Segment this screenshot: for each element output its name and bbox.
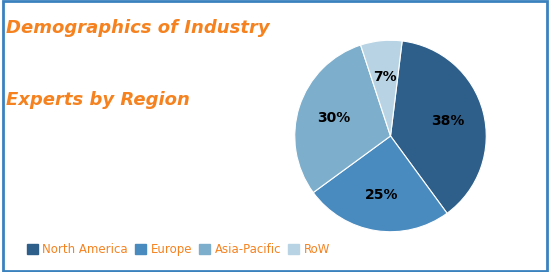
Wedge shape: [361, 40, 402, 136]
Legend: North America, Europe, Asia-Pacific, RoW: North America, Europe, Asia-Pacific, RoW: [23, 238, 334, 261]
Text: Demographics of Industry: Demographics of Industry: [6, 19, 269, 37]
Wedge shape: [295, 45, 390, 193]
Wedge shape: [314, 136, 447, 232]
Text: 25%: 25%: [365, 188, 398, 202]
Text: Experts by Region: Experts by Region: [6, 91, 189, 109]
Wedge shape: [390, 41, 486, 213]
Text: 38%: 38%: [431, 114, 465, 128]
Text: 7%: 7%: [373, 70, 397, 84]
Text: 30%: 30%: [317, 111, 350, 125]
